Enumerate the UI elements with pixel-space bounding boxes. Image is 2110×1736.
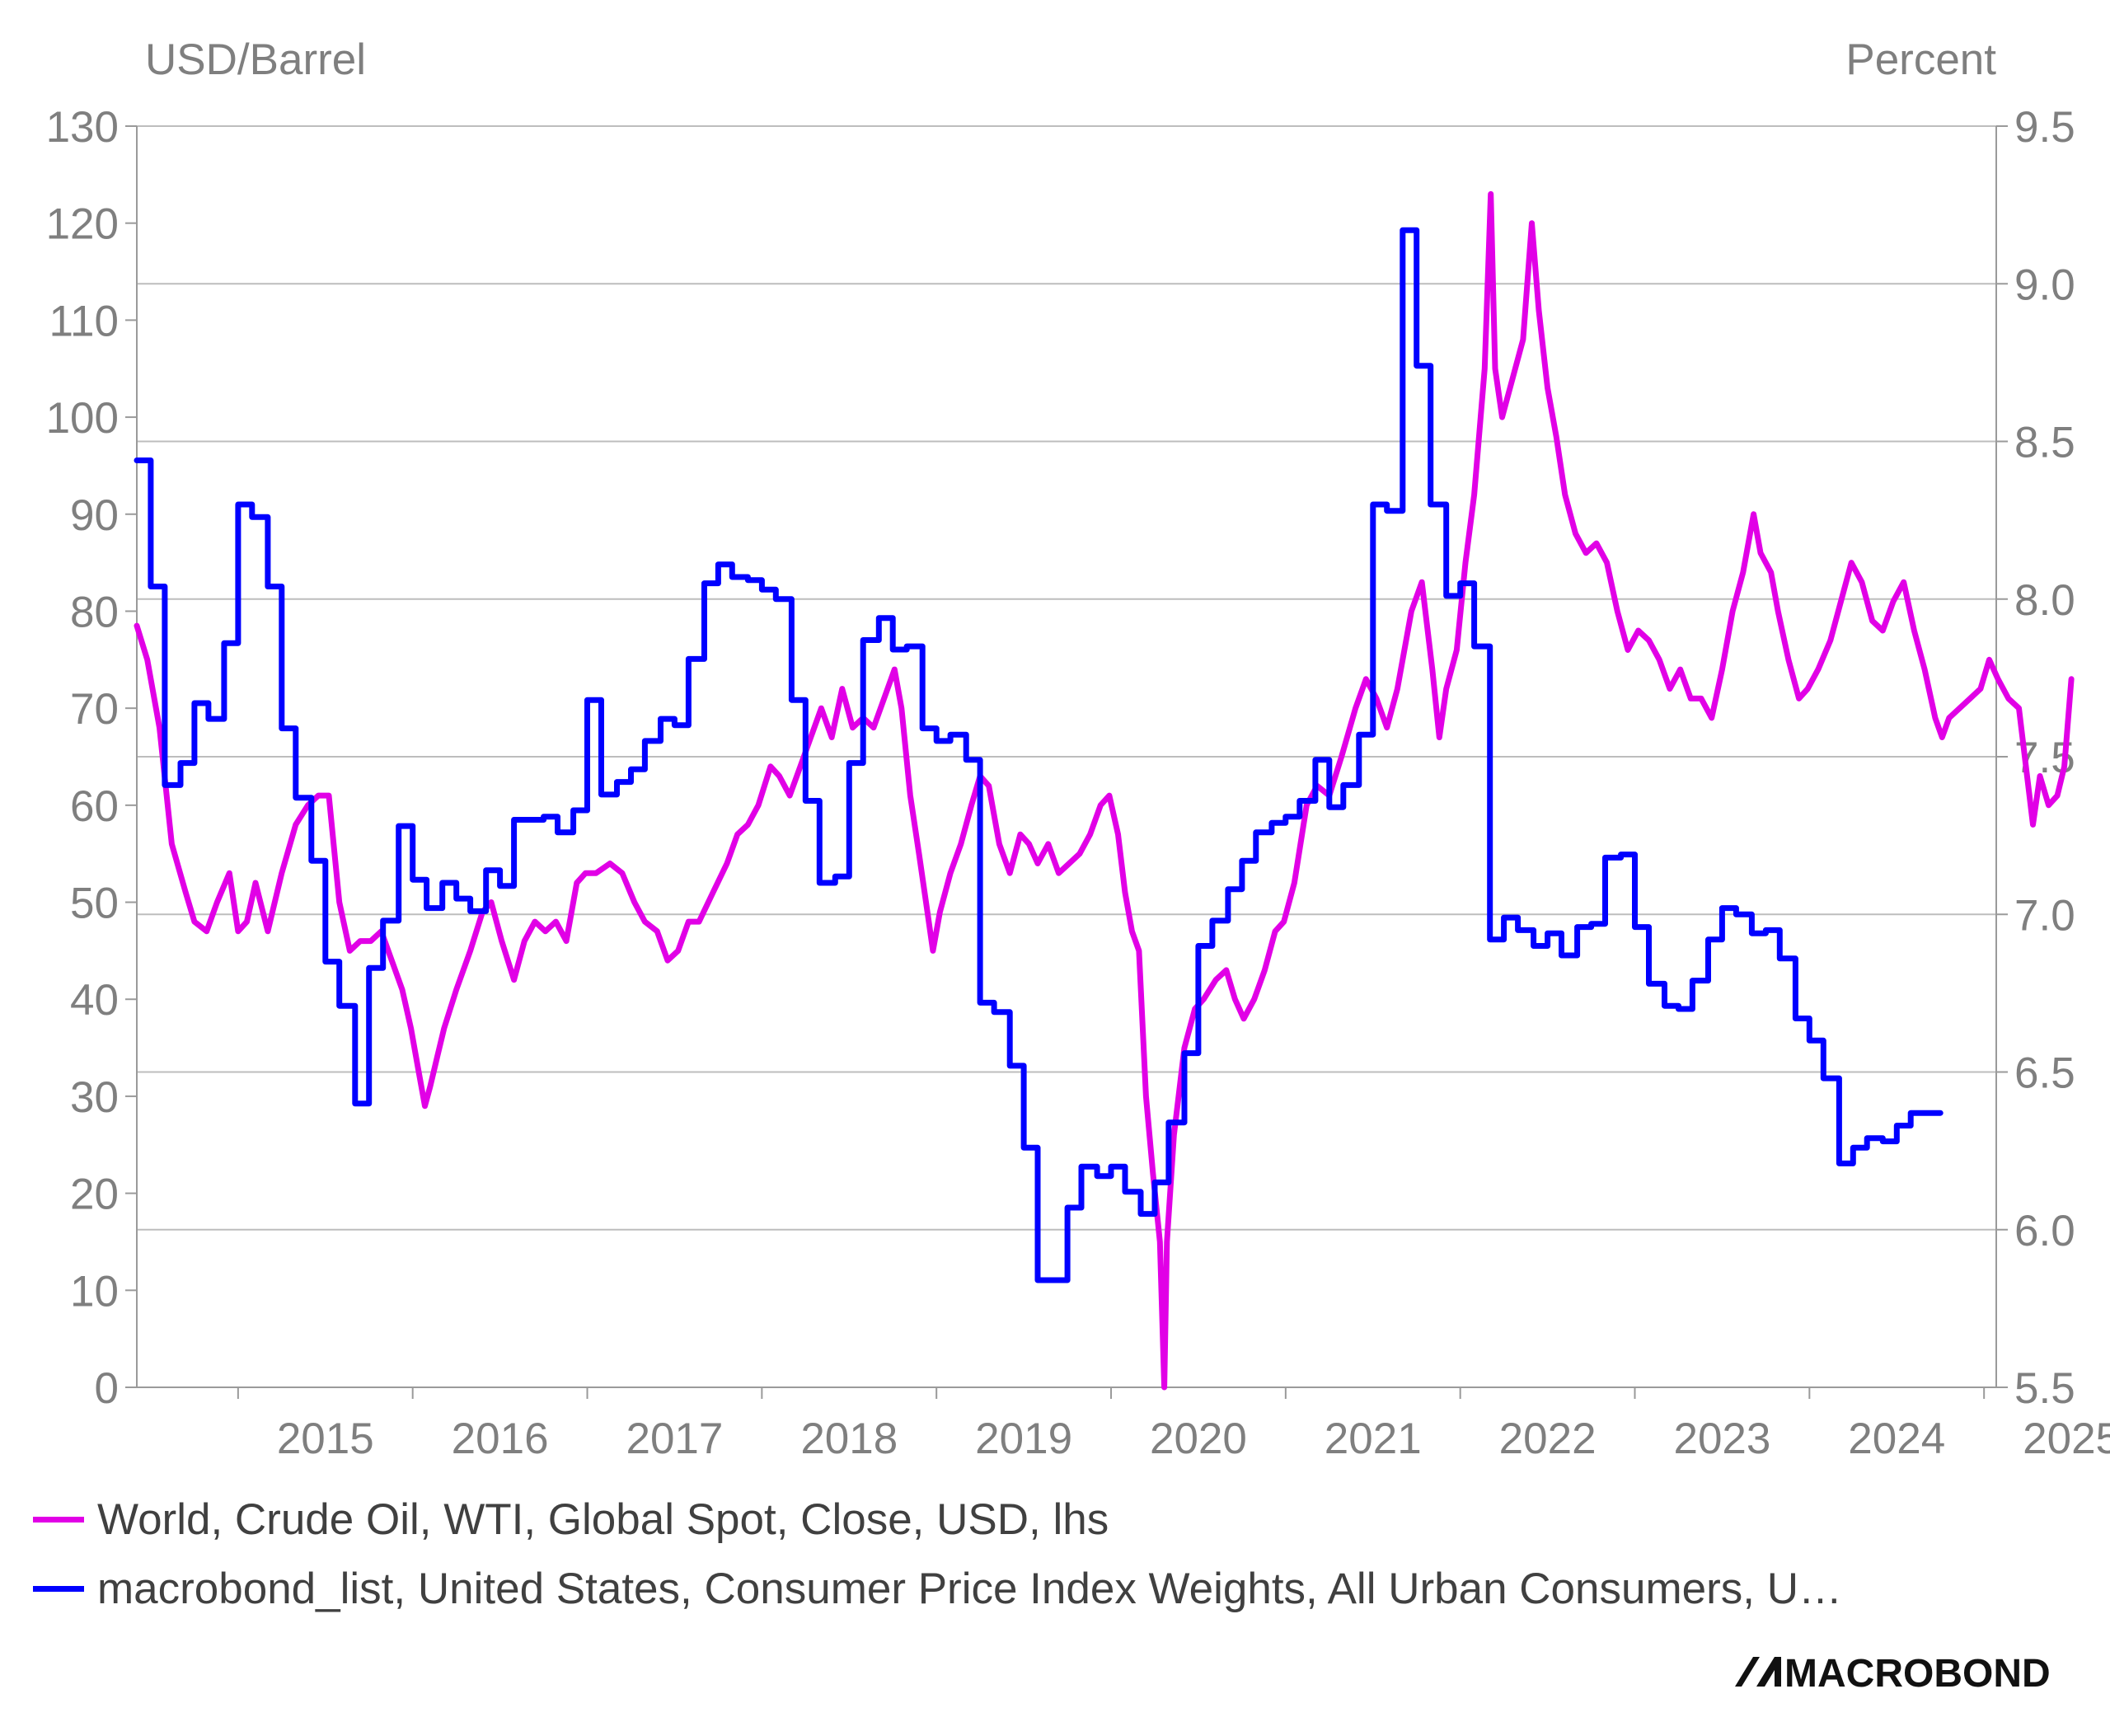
left-tick-label-100: 100 <box>46 394 119 443</box>
legend-label-cpi: macrobond_list, United States, Consumer … <box>97 1565 1842 1613</box>
series-layer <box>134 190 2075 1391</box>
x-tick-label-2018: 2018 <box>800 1415 898 1463</box>
axes: 5.56.06.57.07.58.08.59.09.50102030405060… <box>46 103 2110 1463</box>
series-line-wti <box>134 190 2075 1391</box>
left-tick-label-50: 50 <box>70 880 119 928</box>
x-tick-label-2023: 2023 <box>1673 1415 1770 1463</box>
legend-label-wti: World, Crude Oil, WTI, Global Spot, Clos… <box>97 1495 1109 1544</box>
left-tick-label-0: 0 <box>95 1364 119 1413</box>
right-tick-label-6.0: 6.0 <box>2014 1207 2075 1255</box>
right-axis-label: Percent <box>1845 35 1996 84</box>
x-tick-label-2021: 2021 <box>1325 1415 1422 1463</box>
left-axis-label: USD/Barrel <box>145 35 366 84</box>
legend-swatch-cpi <box>33 1586 84 1592</box>
right-tick-label-9.0: 9.0 <box>2014 260 2075 309</box>
legend-item-wti: World, Crude Oil, WTI, Global Spot, Clos… <box>33 1494 1109 1545</box>
left-tick-label-10: 10 <box>70 1267 119 1316</box>
x-tick-label-2025: 2025 <box>2023 1415 2110 1463</box>
x-tick-label-2019: 2019 <box>975 1415 1072 1463</box>
series-line-cpi <box>134 227 1944 1283</box>
legend-swatch-wti <box>33 1517 84 1523</box>
right-tick-label-8.5: 8.5 <box>2014 419 2075 467</box>
left-tick-label-120: 120 <box>46 200 119 249</box>
right-tick-label-8.0: 8.0 <box>2014 576 2075 625</box>
legend-item-cpi: macrobond_list, United States, Consumer … <box>33 1564 1842 1614</box>
left-tick-label-80: 80 <box>70 588 119 636</box>
left-tick-label-90: 90 <box>70 491 119 540</box>
logo-text: MACROBOND <box>1784 1652 2051 1693</box>
left-tick-label-110: 110 <box>49 297 120 345</box>
x-tick-label-2015: 2015 <box>277 1415 374 1463</box>
x-tick-label-2017: 2017 <box>626 1415 723 1463</box>
x-tick-label-2016: 2016 <box>452 1415 549 1463</box>
left-tick-label-20: 20 <box>70 1171 119 1219</box>
left-tick-label-60: 60 <box>70 782 119 831</box>
right-tick-label-7.0: 7.0 <box>2014 891 2075 940</box>
x-tick-label-2022: 2022 <box>1499 1415 1597 1463</box>
grid <box>137 125 1996 1388</box>
left-tick-label-70: 70 <box>70 685 119 734</box>
left-tick-label-130: 130 <box>46 103 119 152</box>
left-tick-label-40: 40 <box>70 976 119 1025</box>
left-tick-label-30: 30 <box>70 1073 119 1122</box>
macrobond-logo: MACROBOND <box>1735 1652 2051 1693</box>
x-tick-label-2020: 2020 <box>1150 1415 1247 1463</box>
right-tick-label-9.5: 9.5 <box>2014 103 2075 152</box>
right-tick-label-5.5: 5.5 <box>2014 1364 2075 1413</box>
right-tick-label-6.5: 6.5 <box>2014 1049 2075 1098</box>
x-tick-label-2024: 2024 <box>1848 1415 1945 1463</box>
